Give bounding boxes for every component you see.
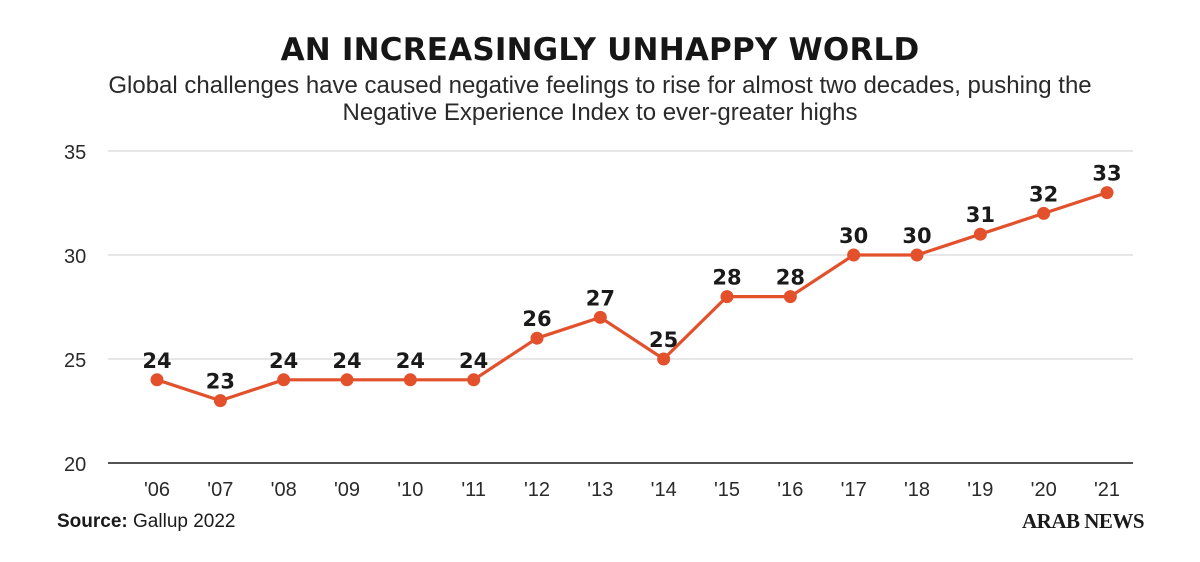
x-tick-label: '13 [587,479,613,501]
data-label: 24 [459,349,488,373]
data-label: 32 [1029,182,1058,206]
y-tick-label: 35 [64,142,86,164]
data-point [910,248,924,262]
data-label: 30 [839,224,868,248]
x-tick-label: '21 [1094,479,1120,501]
chart-title: AN INCREASINGLY UNHAPPY WORLD [280,32,920,68]
x-tick-label: '17 [841,479,867,501]
data-point [1037,206,1051,220]
x-tick-label: '09 [334,479,360,501]
data-point [593,310,607,324]
x-tick-label: '11 [461,479,486,501]
data-label: 24 [142,349,171,373]
data-point [467,373,481,387]
x-tick-label: '14 [651,479,677,501]
data-label: 23 [206,370,235,394]
source-note: Source: Gallup 2022 [57,511,236,533]
chart-subtitle: Global challenges have caused negative f… [108,72,1092,126]
series-line [155,191,1109,403]
x-tick-label: '18 [904,479,930,501]
x-tick-label: '08 [271,479,297,501]
data-point [783,290,797,304]
data-label: 33 [1092,162,1121,186]
x-tick-label: '12 [524,479,550,501]
data-label: 24 [332,349,361,373]
x-tick-label: '07 [207,479,233,501]
chart-header: AN INCREASINGLY UNHAPPY WORLD Global cha… [0,30,1200,126]
data-label: 27 [586,286,615,310]
data-label: 30 [902,224,931,248]
data-label: 24 [396,349,425,373]
data-point [720,290,734,304]
x-tick-label: '10 [397,479,423,501]
source-label: Source: [57,511,128,532]
data-point [657,352,671,366]
data-label: 24 [269,349,298,373]
source-text: Gallup 2022 [133,511,236,532]
data-label: 28 [776,266,805,290]
x-tick-label: '20 [1031,479,1057,501]
x-tick-label: '15 [714,479,740,501]
data-point [150,373,164,387]
data-label: 28 [712,266,741,290]
data-point [1100,186,1114,200]
data-point [847,248,861,262]
data-point [277,373,291,387]
y-tick-label: 30 [64,246,86,268]
data-point [973,227,987,241]
brand-logo: ARAB NEWS [1022,509,1145,533]
x-tick-label: '16 [777,479,803,501]
data-point [403,373,417,387]
data-label: 26 [522,307,551,331]
x-tick-label: '06 [144,479,170,501]
data-point [213,394,227,408]
data-point [530,331,544,345]
data-point [340,373,354,387]
y-tick-label: 20 [64,454,86,476]
data-label: 31 [966,203,995,227]
x-tick-label: '19 [967,479,993,501]
data-label: 25 [649,328,678,352]
y-tick-label: 25 [64,350,86,372]
